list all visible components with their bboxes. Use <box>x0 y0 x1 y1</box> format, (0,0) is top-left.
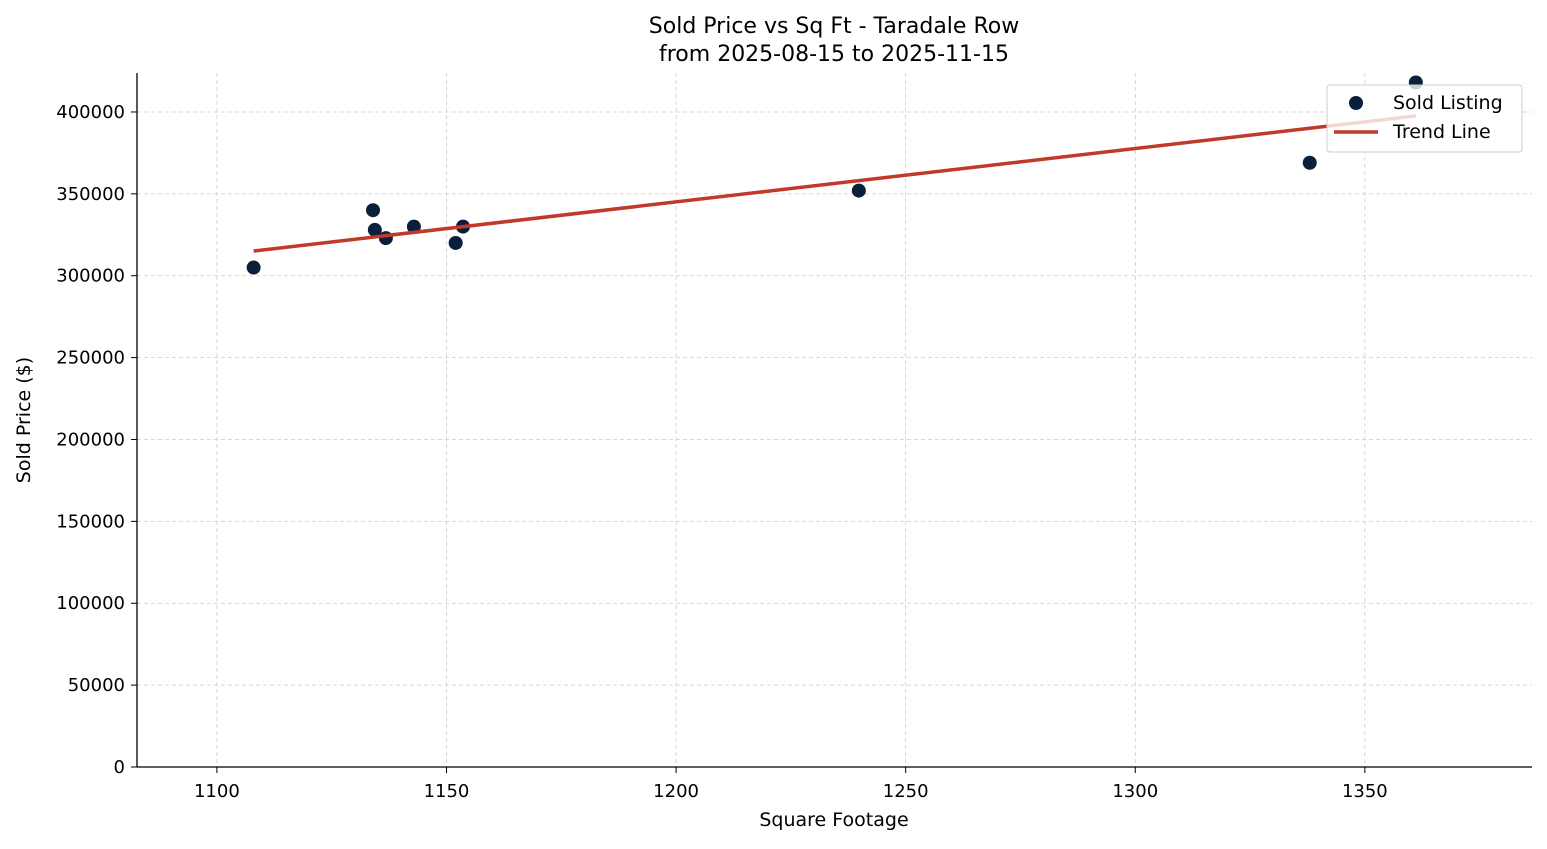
legend-box <box>1326 84 1523 153</box>
trend-line <box>253 114 1417 253</box>
x-tick-label: 1350 <box>1342 781 1388 802</box>
scatter-point <box>378 231 393 246</box>
y-tick-label: 0 <box>114 757 125 778</box>
chart-title: Sold Price vs Sq Ft - Taradale Row <box>649 14 1019 39</box>
legend: Sold Listing Trend Line <box>1326 84 1523 153</box>
y-tick-label: 150000 <box>56 511 125 532</box>
scatter-point <box>1302 155 1317 170</box>
y-tick-label: 50000 <box>68 675 125 696</box>
scatter-point <box>367 222 382 237</box>
y-axis-label: Sold Price ($) <box>13 357 35 483</box>
y-tick-label: 200000 <box>56 429 125 450</box>
scatter-point <box>448 235 463 250</box>
scatter-point <box>406 219 421 234</box>
x-tick-label: 1150 <box>424 781 470 802</box>
x-tick-label: 1200 <box>653 781 699 802</box>
x-tick-label: 1300 <box>1112 781 1158 802</box>
y-tick-label: 300000 <box>56 266 125 287</box>
scatter-point <box>851 183 866 198</box>
y-tick-label: 100000 <box>56 593 125 614</box>
x-tick-label: 1250 <box>883 781 929 802</box>
x-axis-label: Square Footage <box>759 809 908 831</box>
scatter-point <box>366 203 381 218</box>
y-tick-label: 350000 <box>56 184 125 205</box>
legend-label-trend-line: Trend Line <box>1392 121 1491 143</box>
legend-label-sold-listing: Sold Listing <box>1393 92 1503 114</box>
x-tick-label: 1100 <box>194 781 240 802</box>
chart-subtitle: from 2025-08-15 to 2025-11-15 <box>659 42 1009 67</box>
y-tick-label: 400000 <box>56 102 125 123</box>
y-tick-label: 250000 <box>56 348 125 369</box>
scatter-point <box>246 260 261 275</box>
legend-marker-sold-listing <box>1349 96 1363 110</box>
